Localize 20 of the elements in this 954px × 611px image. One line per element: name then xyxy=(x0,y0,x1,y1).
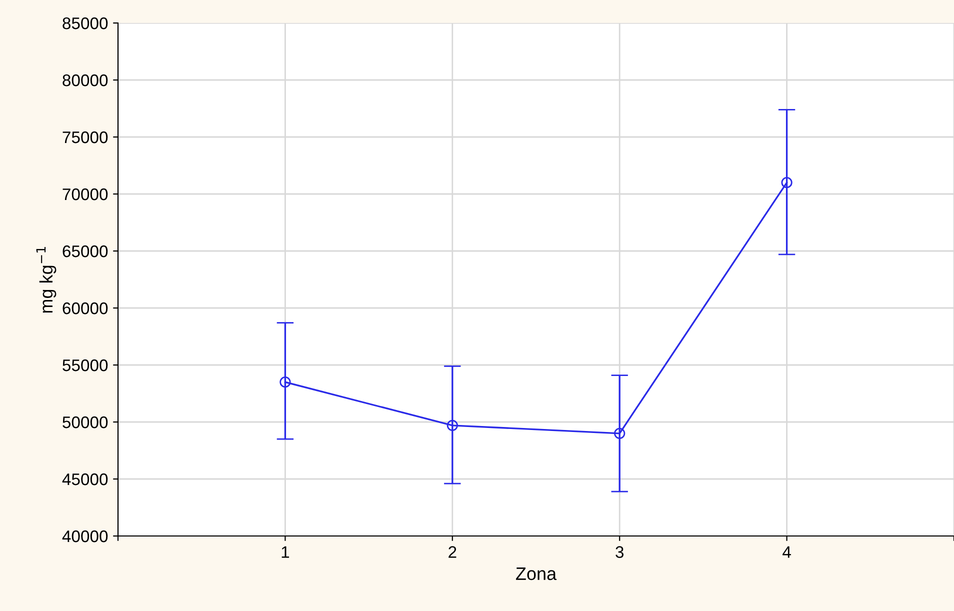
y-tick-label: 80000 xyxy=(62,74,108,86)
point xyxy=(781,177,792,188)
y-tick-label: 50000 xyxy=(62,416,108,428)
x-tick-label: 3 xyxy=(616,546,624,558)
point xyxy=(280,376,291,388)
y-tick-label: 75000 xyxy=(62,131,108,144)
x-tick-label: 1 xyxy=(282,546,290,558)
point xyxy=(614,428,626,439)
y-tick-label: 45000 xyxy=(62,473,108,486)
y-tick-label: 85000 xyxy=(62,17,108,30)
y-tick-label: 70000 xyxy=(62,188,108,200)
y-tick-label: 55000 xyxy=(62,359,108,372)
y-tick-label: 65000 xyxy=(62,245,108,258)
x-tick-label: 4 xyxy=(782,546,791,558)
x-axis-title: Zona xyxy=(516,567,557,580)
y-tick-label: 60000 xyxy=(62,302,108,314)
point xyxy=(446,420,458,431)
y-axis-title: mg kg$^{−1}$ xyxy=(36,247,56,313)
y-tick-label: 40000 xyxy=(62,530,108,542)
x-tick-label: 2 xyxy=(448,546,456,558)
